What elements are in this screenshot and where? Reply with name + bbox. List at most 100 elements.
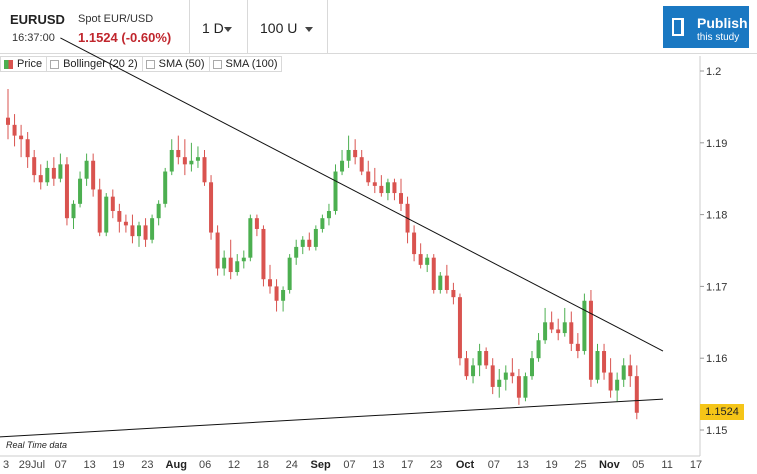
candle: [215, 225, 220, 276]
x-tick-label: 19: [112, 459, 124, 471]
candle-body: [543, 322, 548, 341]
legend-label: SMA (50): [158, 58, 205, 70]
candle: [176, 135, 181, 165]
candle: [195, 146, 200, 168]
quote-time: 16:37:00: [12, 32, 55, 44]
candle-body: [392, 182, 397, 194]
x-tick-label: 05: [632, 459, 644, 471]
candle: [543, 307, 548, 344]
x-tick-label: 23: [430, 459, 442, 471]
x-axis-ticks: 3 29Jul 07 13 19 23 Aug 06 12 18 24 Sep 07 13 17 23 Oct 0…: [3, 459, 702, 471]
candle-body: [248, 218, 253, 258]
candle-body: [385, 182, 390, 194]
candle: [602, 343, 607, 380]
candle: [268, 264, 272, 294]
candle: [530, 351, 534, 380]
candle-body: [117, 211, 122, 222]
candle: [549, 311, 554, 334]
y-tick-label: 1.2: [706, 66, 721, 78]
x-tick-label: 24: [286, 459, 298, 471]
candle-body: [464, 358, 469, 377]
candle: [425, 254, 430, 273]
interval-dropdown[interactable]: 1 D: [190, 0, 248, 54]
trendlines-layer: [0, 37, 664, 438]
candle-body: [209, 182, 214, 233]
x-tick-label: 11: [661, 459, 672, 471]
candle: [222, 250, 227, 276]
range-dropdown[interactable]: 100 U: [248, 0, 328, 54]
checkbox-icon: [50, 59, 60, 69]
candle-body: [588, 300, 593, 380]
candle-body: [608, 372, 613, 391]
candle-body: [6, 117, 10, 125]
candle-body: [497, 379, 502, 387]
candle: [320, 214, 325, 233]
candle: [405, 196, 410, 244]
legend-item-sma-50[interactable]: SMA (50): [142, 56, 210, 72]
realtime-label: Real Time data: [6, 440, 67, 450]
candle-body: [25, 139, 30, 158]
candle: [503, 365, 508, 391]
candle-body: [582, 300, 587, 352]
candle: [123, 214, 128, 233]
candle: [340, 149, 345, 176]
legend-item-sma-100[interactable]: SMA (100): [209, 56, 283, 72]
candle: [19, 124, 24, 158]
x-tick-label: Nov: [599, 459, 621, 471]
symbol-panel: EURUSD Spot EUR/USD 16:37:00 1.1524 (-0.…: [0, 0, 190, 54]
candle: [510, 358, 515, 384]
candle-body: [346, 149, 351, 161]
trendline-support[interactable]: [0, 398, 664, 438]
candle-body: [595, 351, 600, 380]
candle-body: [150, 218, 155, 240]
x-tick-label: 19: [546, 459, 558, 471]
candle: [202, 149, 207, 186]
legend-item-price[interactable]: Price: [0, 56, 48, 72]
candle-body: [130, 225, 135, 237]
candle: [51, 157, 56, 186]
candle-body: [523, 376, 528, 398]
candle: [366, 160, 371, 186]
candle-body: [281, 289, 286, 301]
candle-body: [418, 254, 423, 265]
candle: [45, 160, 50, 186]
candle-body: [58, 164, 63, 179]
candle: [385, 178, 390, 201]
x-tick-label: 25: [574, 459, 586, 471]
candle-body: [366, 171, 371, 183]
candle: [392, 178, 397, 201]
y-tick-label: 1.15: [706, 425, 727, 437]
candle-body: [399, 193, 403, 204]
candle: [6, 88, 10, 140]
candle: [333, 164, 338, 215]
trendline-resistance[interactable]: [60, 37, 664, 352]
publish-button[interactable]: Publish this study: [663, 6, 749, 48]
candle: [313, 225, 318, 251]
candles-layer: [6, 88, 639, 420]
candle-body: [32, 157, 37, 176]
candle-body: [562, 322, 567, 334]
candle: [143, 218, 148, 247]
price-swatch: [4, 59, 13, 69]
candle: [307, 232, 312, 251]
candle: [189, 142, 194, 172]
candle-body: [516, 376, 521, 398]
publish-sublabel: this study: [697, 32, 740, 43]
candle-body: [169, 149, 174, 172]
candle-body: [91, 160, 96, 190]
candle-body: [379, 185, 384, 194]
chart-header: EURUSD Spot EUR/USD 16:37:00 1.1524 (-0.…: [0, 0, 757, 54]
candle-body: [457, 297, 462, 359]
candle-body: [215, 232, 220, 269]
candle-body: [313, 228, 318, 247]
candle-body: [556, 329, 561, 334]
legend-item-bollinger[interactable]: Bollinger (20 2): [47, 56, 143, 72]
candle: [431, 254, 436, 294]
candle: [78, 171, 83, 208]
candle-body: [490, 365, 495, 387]
candle: [209, 175, 214, 240]
candle: [353, 139, 358, 165]
candle-body: [569, 322, 574, 344]
candle: [261, 225, 266, 287]
